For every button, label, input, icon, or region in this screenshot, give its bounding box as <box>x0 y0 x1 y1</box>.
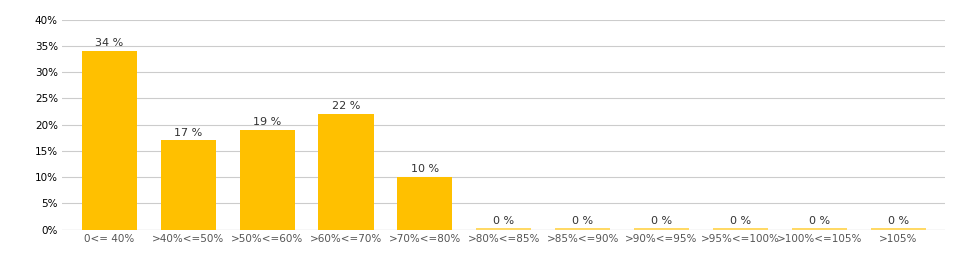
Bar <box>634 228 690 230</box>
Bar <box>82 51 137 230</box>
Text: 22 %: 22 % <box>331 101 360 111</box>
Text: 0 %: 0 % <box>809 216 830 226</box>
Text: 0 %: 0 % <box>572 216 593 226</box>
Bar <box>240 130 295 230</box>
Text: 0 %: 0 % <box>730 216 751 226</box>
Text: 34 %: 34 % <box>96 38 123 48</box>
Bar <box>712 228 768 230</box>
Text: 0 %: 0 % <box>493 216 515 226</box>
Bar <box>318 114 373 230</box>
Bar <box>160 140 216 230</box>
Bar <box>397 177 453 230</box>
Bar <box>871 228 925 230</box>
Bar <box>477 228 531 230</box>
Bar <box>555 228 610 230</box>
Text: 0 %: 0 % <box>887 216 909 226</box>
Text: 19 %: 19 % <box>253 117 282 127</box>
Text: 10 %: 10 % <box>411 164 439 174</box>
Bar <box>792 228 847 230</box>
Text: 0 %: 0 % <box>651 216 672 226</box>
Text: 17 %: 17 % <box>174 128 202 138</box>
